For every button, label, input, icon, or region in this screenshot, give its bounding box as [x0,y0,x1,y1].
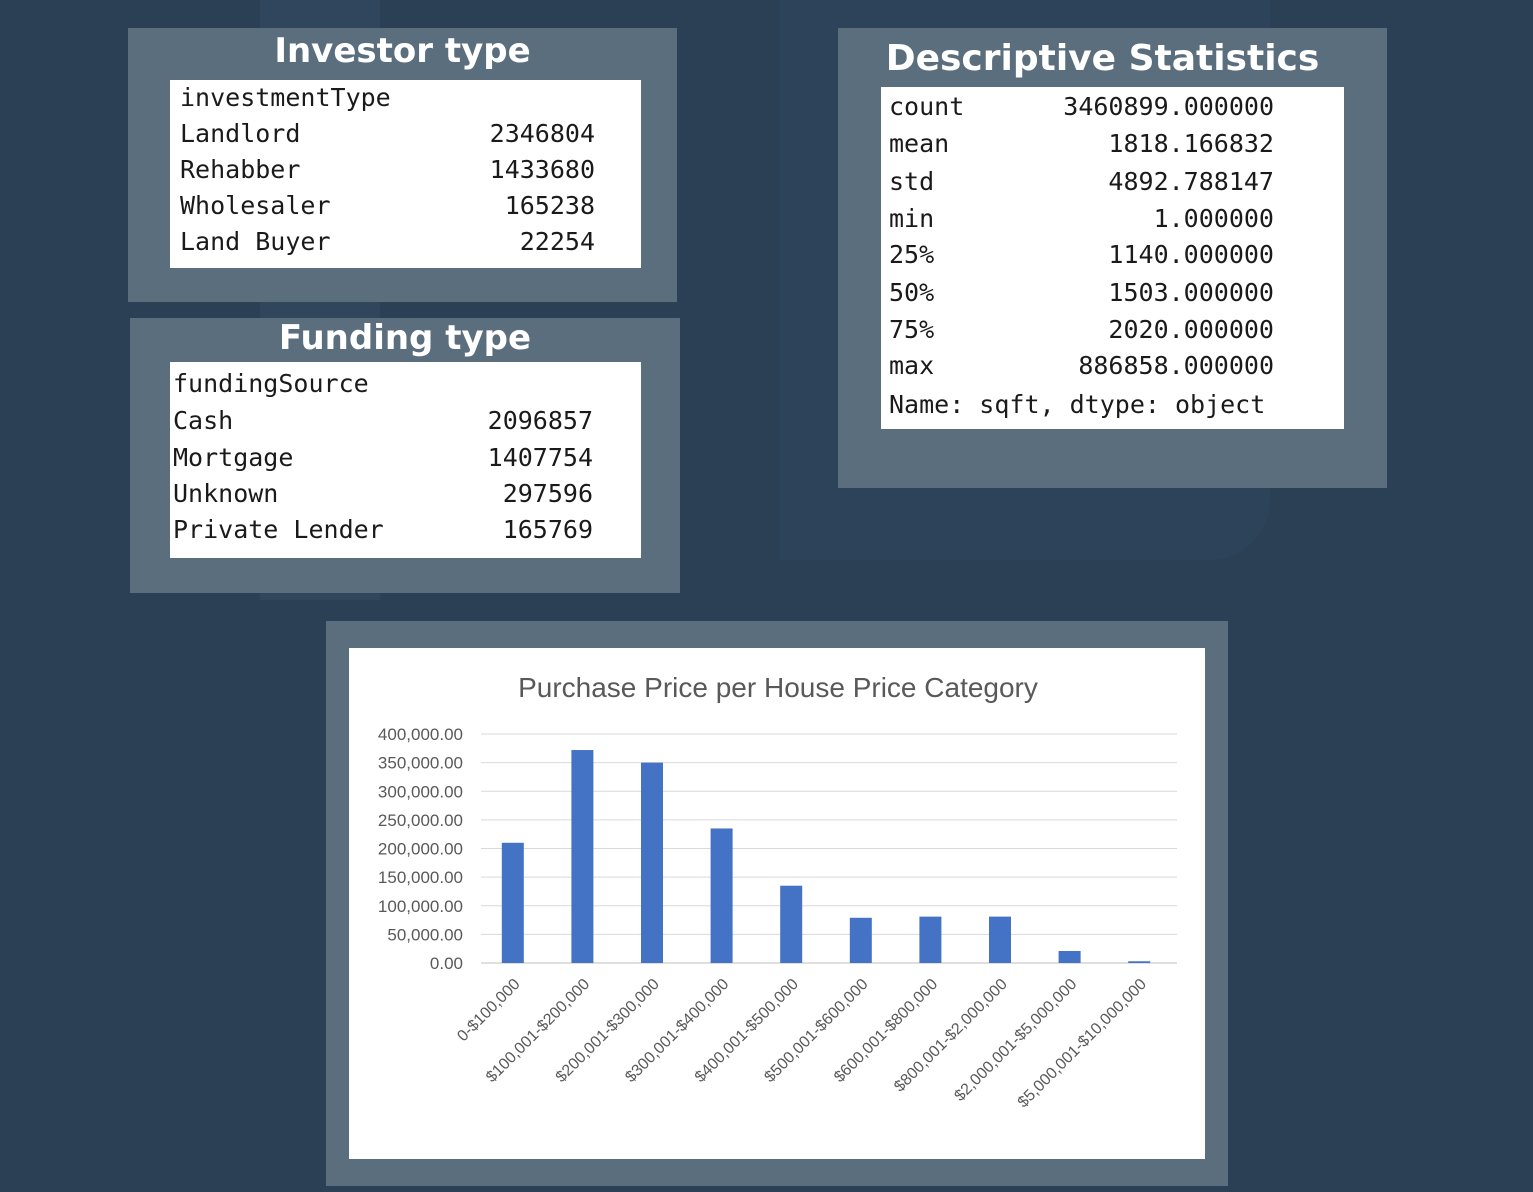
row-label: std [889,167,935,196]
row-value: 1140.000000 [1108,240,1274,269]
x-tick-label: $2,000,001-$5,000,000 [951,976,1080,1105]
x-axis-ticks: 0-$100,000$100,001-$200,000$200,001-$300… [454,976,1150,1111]
funding-type-row: Cash 2096857 [170,403,641,439]
y-tick-label: 200,000.00 [378,840,463,859]
stats-footer: Name: sqft, dtype: object [881,387,1344,423]
row-value: 4892.788147 [1108,167,1274,196]
stats-row: count 3460899.000000 [881,89,1344,125]
bar [571,750,594,963]
y-tick-label: 100,000.00 [378,897,463,916]
funding-type-row: Private Lender 165769 [170,512,641,548]
investor-type-output: investmentType Landlord 2346804 Rehabber… [170,80,641,268]
row-label: Wholesaler [180,191,331,220]
row-label: Unknown [173,479,279,508]
bar [989,916,1011,963]
row-label: Private Lender [173,515,384,544]
stats-row: mean 1818.166832 [881,126,1344,162]
bar [919,916,942,963]
descriptive-statistics-output: count 3460899.000000 mean 1818.166832 st… [881,87,1344,429]
funding-type-header: fundingSource [170,366,641,402]
row-value: 297596 [502,479,593,508]
y-tick-label: 250,000.00 [378,811,463,830]
investor-type-row: Land Buyer 22254 [170,224,641,260]
row-value: 886858.000000 [1078,351,1274,380]
row-value: 165238 [504,191,595,220]
x-tick-label: $800,001-$2,000,000 [891,976,1011,1096]
investor-type-title: Investor type [274,31,531,71]
bar [641,762,663,963]
funding-type-panel: Funding type fundingSource Cash 2096857 … [130,318,680,593]
row-label: max [889,351,935,380]
y-tick-label: 150,000.00 [378,868,463,887]
bar [501,842,524,963]
row-label: count [889,92,965,121]
bar [780,885,803,963]
descriptive-statistics-title: Descriptive Statistics [885,38,1320,79]
chart-title: Purchase Price per House Price Category [518,672,1038,703]
row-value: 1503.000000 [1108,278,1274,307]
row-label: mean [889,129,950,158]
row-label: 25% [889,240,935,269]
chart-panel: Purchase Price per House Price Category … [326,621,1228,1186]
investor-type-header: investmentType [170,80,641,116]
investor-type-row: Rehabber 1433680 [170,152,641,188]
funding-type-header-label: fundingSource [173,369,369,398]
row-label: Landlord [180,119,301,148]
y-axis-ticks: 0.00 50,000.00 100,000.00 150,000.00 200,000… [378,725,463,973]
y-tick-label: 400,000.00 [378,725,463,744]
bar [1128,961,1151,963]
row-value: 22254 [519,227,595,256]
bars [501,750,1151,963]
row-value: 165769 [502,515,593,544]
y-tick-label: 350,000.00 [378,754,463,773]
chart-area: Purchase Price per House Price Category … [349,648,1205,1159]
funding-type-row: Mortgage 1407754 [170,440,641,476]
x-tick-label: 0-$100,000 [454,976,523,1045]
row-value: 1818.166832 [1108,129,1274,158]
bar [710,828,733,963]
investor-type-row: Wholesaler 165238 [170,188,641,224]
row-label: min [889,204,935,233]
row-value: 1433680 [489,155,595,184]
funding-type-output: fundingSource Cash 2096857 Mortgage 1407… [170,362,641,558]
row-value: 2346804 [489,119,595,148]
stats-row: std 4892.788147 [881,164,1344,200]
row-value: 3460899.000000 [1063,92,1274,121]
stats-row: 50% 1503.000000 [881,275,1344,311]
stats-row: 75% 2020.000000 [881,312,1344,348]
row-label: 75% [889,315,935,344]
descriptive-statistics-panel: Descriptive Statistics count 3460899.000… [838,28,1387,488]
stats-row: max 886858.000000 [881,348,1344,384]
row-label: 50% [889,278,935,307]
investor-type-row: Landlord 2346804 [170,116,641,152]
row-value: 2096857 [487,406,593,435]
row-label: Land Buyer [180,227,331,256]
y-tick-label: 0.00 [430,954,463,973]
funding-type-title: Funding type [278,318,532,358]
row-label: Rehabber [180,155,301,184]
investor-type-header-label: investmentType [180,83,391,112]
stats-footer-text: Name: sqft, dtype: object [889,390,1266,419]
row-label: Mortgage [173,443,294,472]
gridlines [481,733,1177,964]
bar-chart: Purchase Price per House Price Category … [378,672,1177,1111]
x-tick-label: $5,000,001-$10,000,000 [1015,976,1150,1111]
row-label: Cash [173,406,234,435]
row-value: 1407754 [487,443,593,472]
stats-row: 25% 1140.000000 [881,237,1344,273]
funding-type-row: Unknown 297596 [170,476,641,512]
row-value: 1.000000 [1153,204,1274,233]
bar [849,917,872,963]
y-tick-label: 300,000.00 [378,782,463,801]
stats-row: min 1.000000 [881,201,1344,237]
y-tick-label: 50,000.00 [387,925,463,944]
row-value: 2020.000000 [1108,315,1274,344]
investor-type-panel: Investor type investmentType Landlord 23… [128,28,677,302]
bar [1058,950,1081,963]
